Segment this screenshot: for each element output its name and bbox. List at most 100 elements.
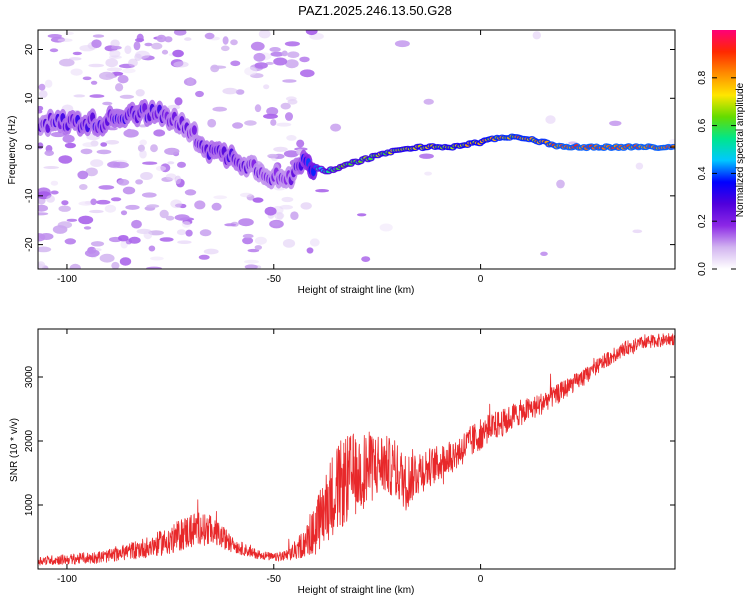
spectrogram-cell	[315, 189, 329, 193]
spectrogram-cell	[90, 241, 105, 247]
spectrogram-cell	[668, 138, 675, 146]
spectrogram-cell	[238, 218, 254, 227]
spectrogram-cell	[96, 149, 112, 155]
spectrogram-cell	[424, 171, 432, 176]
spectrogram-cell	[273, 57, 288, 66]
spectrogram-cell	[244, 66, 258, 76]
spectrogram-cell	[125, 128, 133, 138]
spectrogram-cell	[167, 161, 175, 165]
spectrogram-cell	[38, 261, 46, 269]
spectrogram-cell	[47, 34, 62, 38]
spectrogram-cell	[250, 41, 265, 51]
spectrogram-cell	[143, 230, 153, 240]
spectrogram-y-axis-label: Frequency (Hz)	[7, 116, 18, 185]
spectrogram-cell	[281, 196, 294, 203]
spectrogram-cell	[305, 30, 318, 36]
spectrogram-cell	[274, 212, 285, 220]
spectrogram-cell	[78, 201, 94, 206]
spectrogram-cell	[111, 45, 122, 50]
spectrogram-cell	[195, 90, 204, 98]
snr-background	[38, 329, 675, 569]
spectrogram-cell	[117, 179, 130, 186]
spectrogram-cell	[204, 32, 215, 40]
spectrogram-cell	[66, 218, 78, 222]
spectrogram-cell	[140, 172, 153, 180]
spectrogram-cell	[379, 223, 393, 232]
spectrogram-cell	[82, 76, 92, 81]
spectrogram-cell	[199, 229, 212, 237]
spectrogram-cell	[300, 202, 312, 210]
spectrogram-cell	[62, 134, 75, 143]
spectrogram-cell	[170, 199, 182, 209]
spectrogram-cell	[210, 64, 220, 73]
spectrogram-cell	[79, 45, 95, 52]
spectrogram-cell	[124, 45, 132, 54]
spectrogram-y-tick-label: 0	[24, 144, 35, 150]
spectrogram-cell	[131, 219, 142, 229]
spectrogram-cell	[148, 245, 156, 252]
spectrogram-cell	[290, 211, 299, 220]
spectrogram-y-tick-label: -10	[24, 188, 35, 203]
spectrogram-cell	[159, 209, 169, 219]
spectrogram-cell	[230, 39, 238, 46]
spectrogram-heatmap	[38, 30, 675, 269]
spectrogram-cell	[186, 77, 194, 86]
spectrogram-cell	[38, 233, 46, 242]
spectrogram-cell	[64, 238, 77, 245]
spectrogram-cell	[146, 266, 162, 269]
spectrogram-cell	[309, 238, 320, 247]
spectrogram-cell	[254, 104, 262, 113]
spectrogram-cell	[90, 198, 97, 206]
spectrogram-cell	[283, 150, 299, 158]
spectrogram-cell	[156, 34, 167, 43]
spectrogram-cell	[265, 61, 274, 65]
spectrogram-cell	[115, 83, 124, 92]
spectrogram-cell	[282, 239, 296, 248]
spectrogram-cell	[247, 248, 260, 253]
spectrogram-cell	[135, 179, 144, 185]
spectrogram-cell	[609, 120, 622, 127]
spectrogram-cell	[44, 150, 54, 157]
spectrogram-cell	[357, 213, 367, 217]
spectrogram-cell	[222, 36, 229, 45]
spectrogram-cell	[159, 237, 174, 242]
spectrogram-cell	[119, 257, 132, 266]
spectrogram-cell	[105, 140, 120, 145]
spectrogram-cell	[128, 236, 141, 244]
spectrogram-cell	[271, 220, 281, 227]
spectrogram-cell	[244, 120, 257, 126]
spectrogram-cell	[95, 199, 111, 205]
spectrogram-cell	[240, 192, 253, 198]
spectrogram-cell	[107, 161, 121, 168]
spectrogram-cell	[122, 68, 136, 74]
spectrogram-cell	[139, 149, 147, 159]
spectrogram-cell	[173, 30, 187, 36]
spectrogram-cell	[556, 179, 565, 189]
spectrogram-cell	[109, 49, 121, 58]
spectrogram-cell	[164, 36, 173, 43]
spectrogram-cell	[221, 45, 230, 52]
spectrogram-cell	[155, 165, 167, 172]
spectrogram-cell	[194, 200, 206, 210]
spectrogram-cell	[263, 84, 270, 90]
spectrogram-cell	[264, 206, 277, 216]
spectrogram-cell	[92, 34, 105, 38]
spectrogram-x-tick-label: 0	[478, 274, 484, 285]
spectrogram-cell	[181, 221, 191, 228]
spectrogram-cell	[57, 38, 73, 42]
spectrogram-cell	[164, 147, 180, 155]
spectrogram-cell	[213, 195, 228, 200]
spectrogram-cell	[99, 71, 115, 80]
spectrogram-cell	[273, 146, 288, 152]
spectrogram-cell	[242, 237, 254, 245]
spectrogram-cell	[165, 173, 177, 181]
spectrogram-cell	[102, 101, 113, 106]
spectrogram-cell	[203, 248, 219, 255]
colorbar-tick-label: 0.6	[697, 118, 708, 132]
spectrogram-cell	[532, 31, 541, 40]
spectrogram-cell	[44, 79, 53, 88]
spectrogram-cell	[281, 50, 288, 57]
